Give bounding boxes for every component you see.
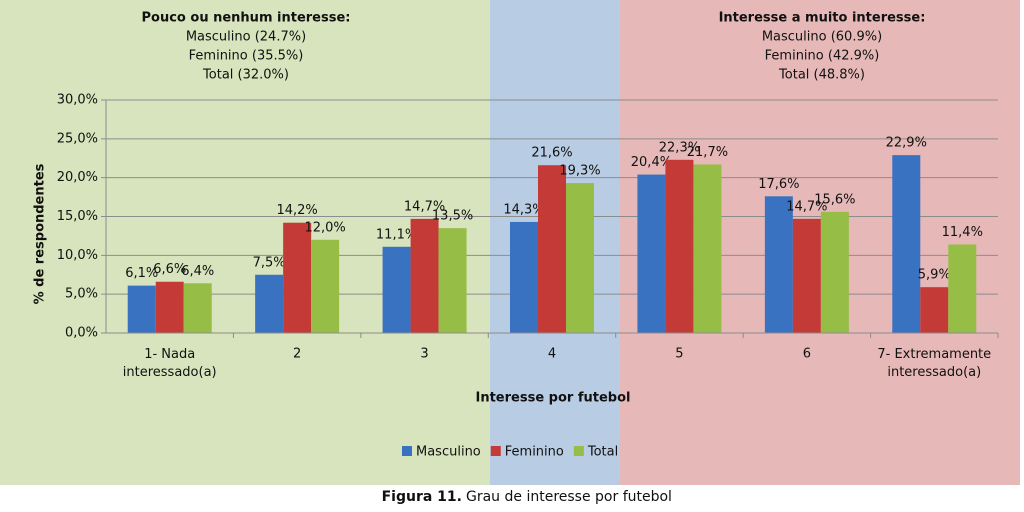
bar — [920, 287, 949, 333]
y-tick-label: 25,0% — [57, 131, 98, 146]
annotation: Feminino (35.5%) — [189, 49, 304, 64]
bar — [764, 196, 793, 333]
x-tick-label: 3 — [420, 347, 428, 362]
value-label: 14,7% — [786, 199, 827, 214]
y-tick-label: 5,0% — [65, 287, 98, 302]
bar — [820, 211, 849, 333]
value-label: 7,5% — [253, 255, 286, 270]
value-label: 13,5% — [432, 209, 473, 224]
annotation: Interesse a muito interesse: — [719, 11, 926, 26]
value-label: 11,1% — [376, 227, 417, 242]
bar — [155, 281, 184, 333]
value-label: 15,6% — [814, 192, 855, 207]
bar — [183, 283, 212, 333]
caption-text: Grau de interesse por futebol — [466, 489, 672, 505]
legend-label: Masculino — [416, 445, 481, 460]
annotation: Masculino (24.7%) — [186, 30, 306, 45]
bar — [283, 222, 312, 333]
legend-label: Feminino — [505, 445, 564, 460]
value-label: 12,0% — [304, 220, 345, 235]
region-low — [0, 0, 490, 485]
caption-label: Figura 11. — [382, 489, 462, 505]
legend-swatch — [402, 446, 412, 456]
annotation: Feminino (42.9%) — [765, 49, 880, 64]
value-label: 6,1% — [125, 266, 158, 281]
y-tick-label: 10,0% — [57, 248, 98, 263]
y-tick-label: 15,0% — [57, 209, 98, 224]
legend-swatch — [490, 446, 501, 456]
value-label: 22,9% — [886, 136, 927, 151]
legend-swatch — [573, 446, 584, 456]
value-label: 20,4% — [631, 155, 672, 170]
bar — [693, 164, 722, 333]
bar — [382, 246, 411, 333]
annotation: Pouco ou nenhum interesse: — [142, 11, 351, 26]
bar — [665, 159, 694, 333]
y-tick-label: 30,0% — [57, 93, 98, 108]
x-tick-label: 1- Nada interessado(a) — [123, 347, 217, 380]
x-tick-label: 4 — [548, 347, 556, 362]
x-tick-label: 7- Extremamente interessado(a) — [877, 347, 991, 380]
value-label: 14,7% — [404, 199, 445, 214]
value-label: 21,6% — [531, 146, 572, 161]
bar — [127, 285, 156, 333]
value-label: 21,7% — [687, 145, 728, 160]
x-axis-label: Interesse por futebol — [476, 391, 631, 406]
bar — [438, 228, 467, 333]
value-label: 14,2% — [276, 203, 317, 218]
y-tick-label: 0,0% — [65, 326, 98, 341]
bar — [255, 274, 284, 333]
value-label: 6,6% — [153, 262, 186, 277]
bar — [510, 221, 538, 333]
value-label: 11,4% — [942, 225, 983, 240]
x-tick-label: 2 — [293, 347, 301, 362]
value-label: 17,6% — [758, 177, 799, 192]
bar — [637, 174, 666, 333]
bar — [311, 239, 340, 333]
value-label: 22,3% — [659, 140, 700, 155]
value-label: 5,9% — [918, 268, 951, 283]
value-label: 19,3% — [559, 164, 600, 179]
y-tick-label: 20,0% — [57, 170, 98, 185]
annotation: Total (32.0%) — [202, 68, 289, 83]
bar — [566, 183, 594, 333]
value-label: 14,3% — [503, 202, 544, 217]
x-tick-label: 5 — [675, 347, 683, 362]
y-axis-label: % de respondentes — [33, 163, 48, 304]
bar — [892, 155, 921, 333]
bar — [538, 165, 566, 333]
x-tick-label: 6 — [803, 347, 811, 362]
legend-label: Total — [587, 445, 618, 460]
annotation: Masculino (60.9%) — [762, 30, 882, 45]
value-label: 6,4% — [181, 264, 214, 279]
annotation: Total (48.8%) — [778, 68, 865, 83]
bar — [948, 244, 977, 333]
bar — [410, 218, 439, 333]
bar — [792, 218, 821, 333]
